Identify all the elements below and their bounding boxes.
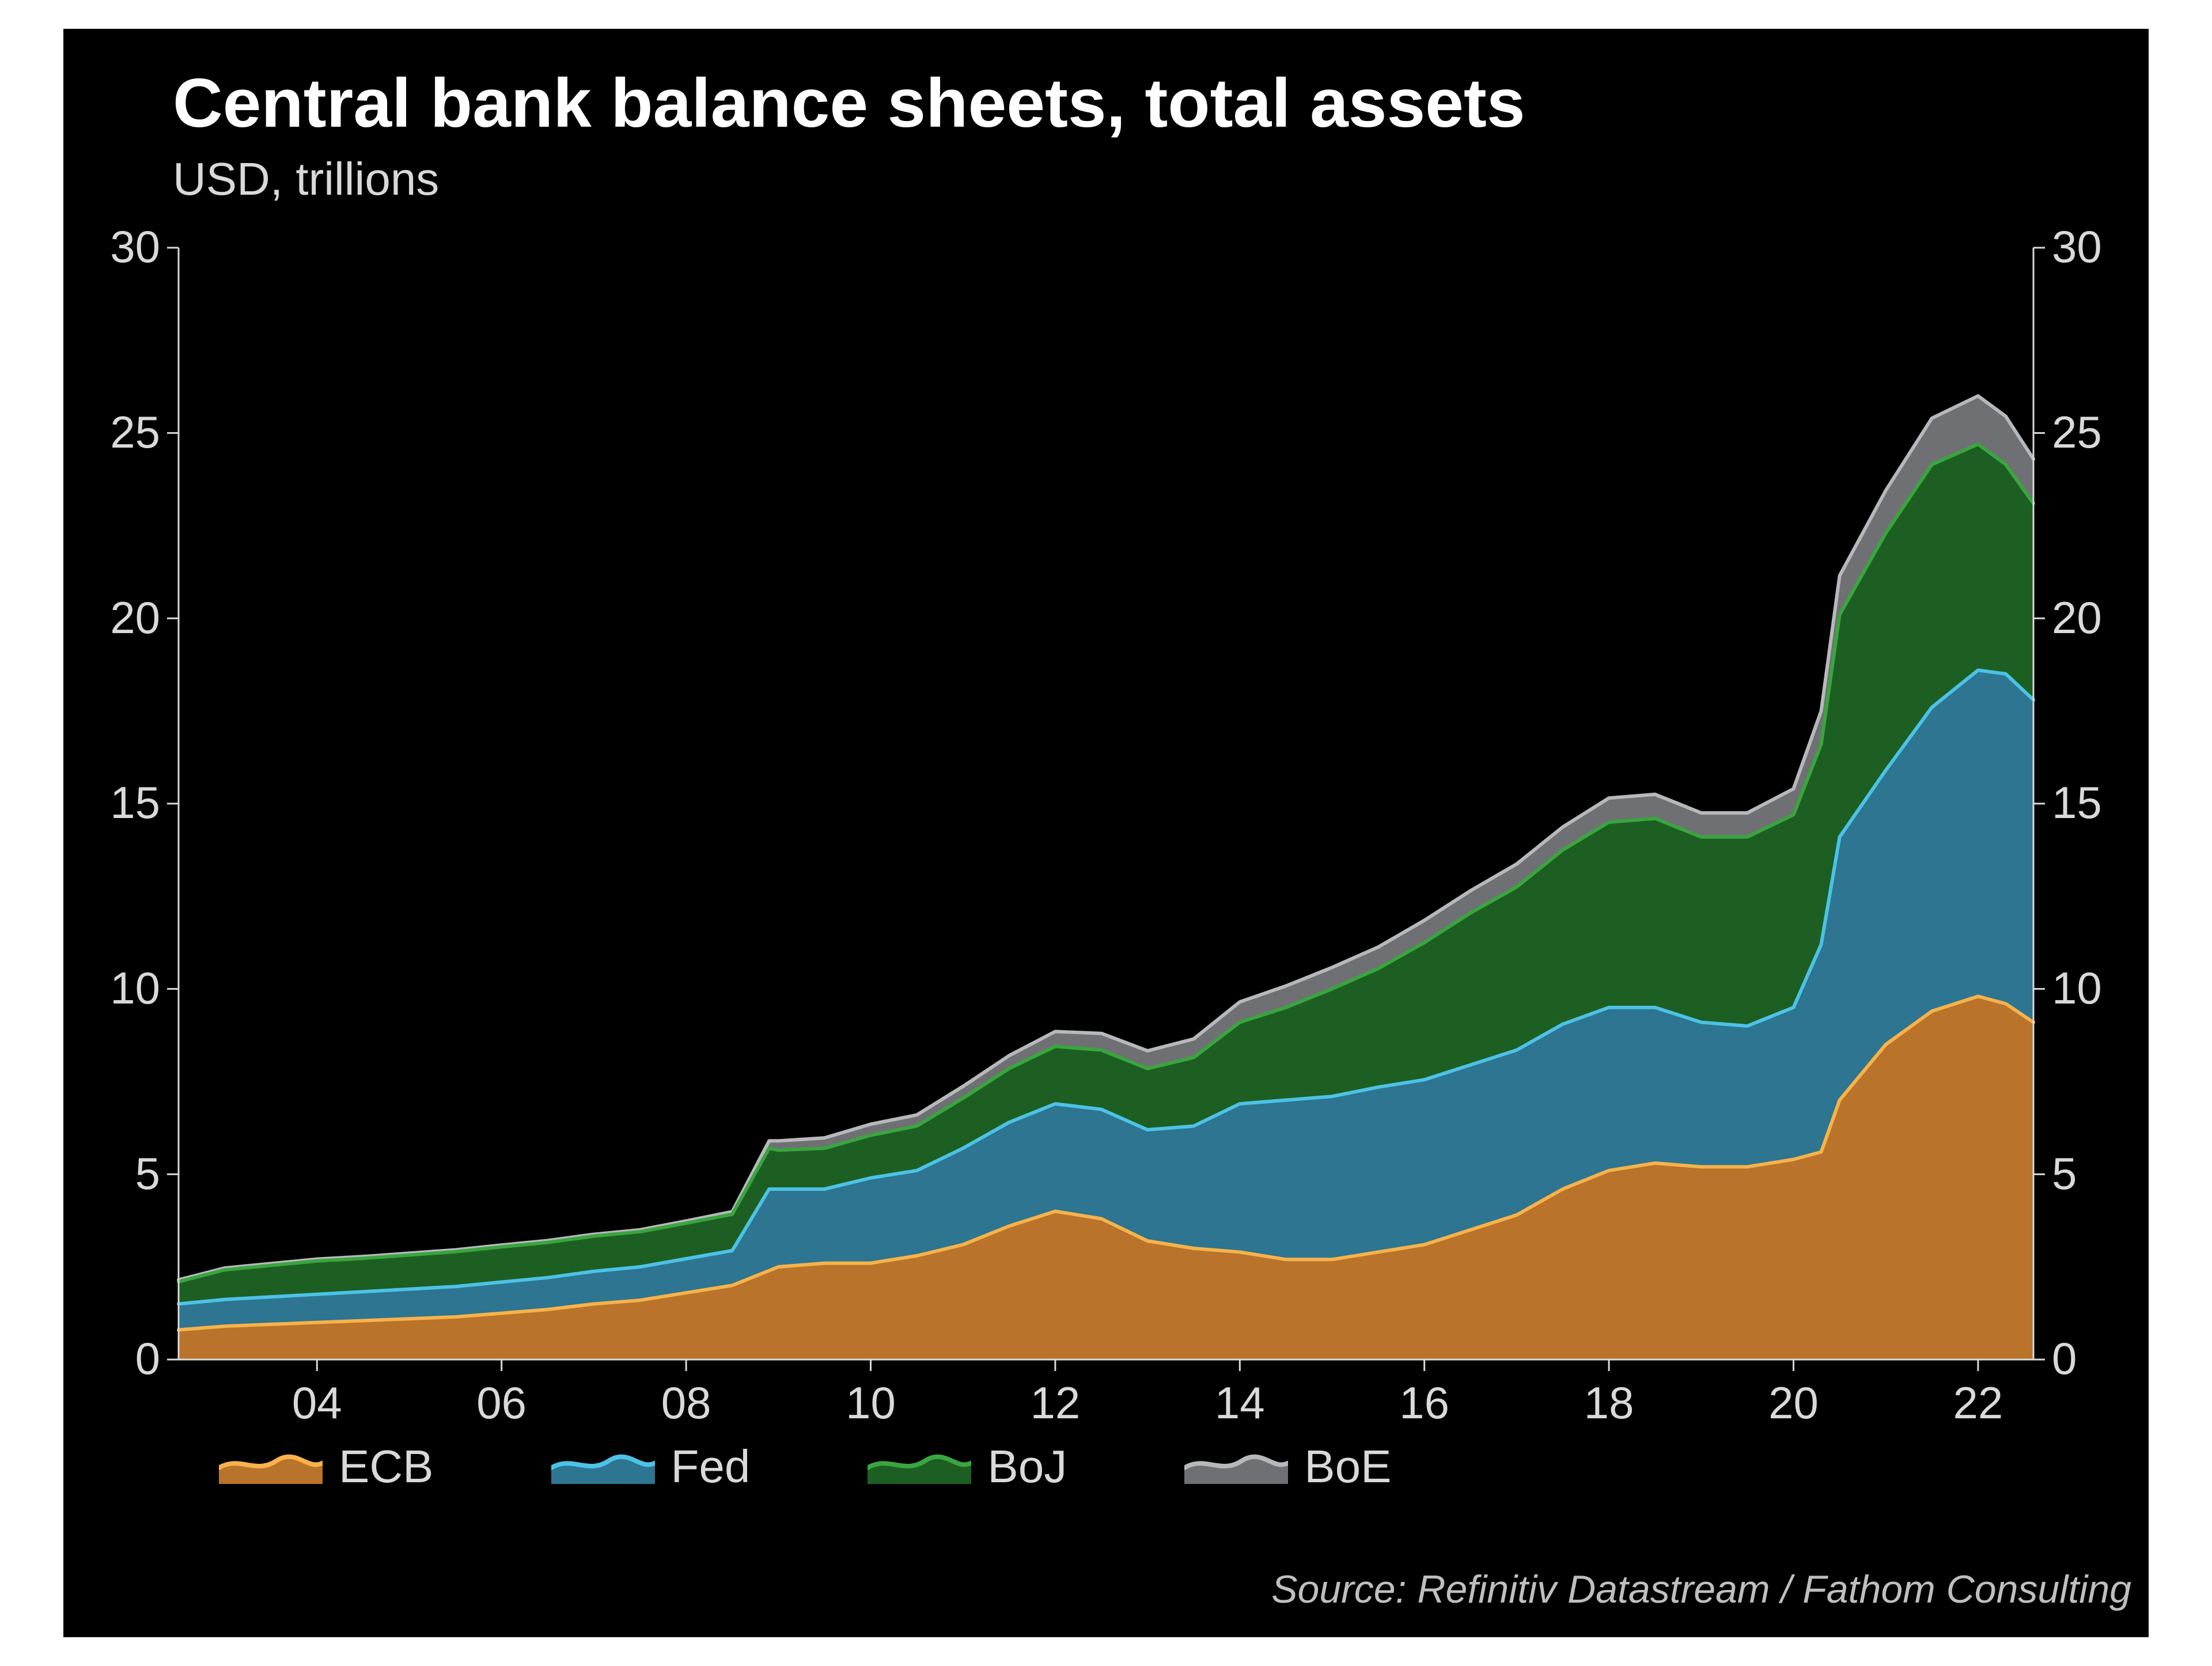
x-tick-label: 08 — [657, 1377, 715, 1429]
legend-item-fed: Fed — [551, 1440, 819, 1493]
chart-panel: Central bank balance sheets, total asset… — [63, 29, 2149, 1637]
y-tick-label-left: 15 — [110, 777, 160, 829]
x-tick-label: 20 — [1764, 1377, 1822, 1429]
legend-swatch-ecb — [219, 1449, 323, 1484]
y-tick-label-right: 0 — [2052, 1332, 2077, 1385]
page: Central bank balance sheets, total asset… — [0, 0, 2212, 1666]
legend-swatch-boe — [1184, 1449, 1288, 1484]
source-text: Source: Refinitiv Datastream / Fathom Co… — [1271, 1567, 2131, 1612]
legend-label-boe: BoE — [1304, 1440, 1391, 1493]
y-tick-label-right: 10 — [2052, 962, 2102, 1014]
x-tick-label: 22 — [1949, 1377, 2007, 1429]
y-tick-label-left: 5 — [135, 1148, 160, 1200]
chart-subtitle: USD, trillions — [173, 153, 439, 206]
x-tick-label: 04 — [288, 1377, 346, 1429]
y-tick-label-right: 20 — [2052, 592, 2102, 644]
chart-title: Central bank balance sheets, total asset… — [173, 63, 1525, 143]
y-tick-label-right: 25 — [2052, 406, 2102, 459]
legend-label-boj: BoJ — [987, 1440, 1067, 1493]
x-tick-label: 12 — [1027, 1377, 1084, 1429]
y-tick-label-left: 10 — [110, 962, 160, 1014]
legend-item-ecb: ECB — [219, 1440, 502, 1493]
legend-label-ecb: ECB — [339, 1440, 434, 1493]
legend-item-boj: BoJ — [868, 1440, 1135, 1493]
y-tick-label-left: 0 — [135, 1332, 160, 1385]
x-tick-label: 14 — [1211, 1377, 1268, 1429]
x-tick-label: 18 — [1580, 1377, 1638, 1429]
chart-plot — [179, 248, 2033, 1360]
y-tick-label-left: 30 — [110, 221, 160, 273]
legend: ECB Fed BoJ BoE — [219, 1440, 1509, 1493]
y-tick-label-right: 15 — [2052, 777, 2102, 829]
y-tick-label-left: 20 — [110, 592, 160, 644]
legend-item-boe: BoE — [1184, 1440, 1460, 1493]
legend-swatch-fed — [551, 1449, 655, 1484]
y-tick-label-right: 5 — [2052, 1148, 2077, 1200]
x-tick-label: 10 — [842, 1377, 899, 1429]
legend-swatch-boj — [868, 1449, 971, 1484]
x-tick-label: 06 — [473, 1377, 531, 1429]
legend-label-fed: Fed — [671, 1440, 751, 1493]
y-tick-label-right: 30 — [2052, 221, 2102, 273]
x-tick-label: 16 — [1396, 1377, 1453, 1429]
y-tick-label-left: 25 — [110, 406, 160, 459]
